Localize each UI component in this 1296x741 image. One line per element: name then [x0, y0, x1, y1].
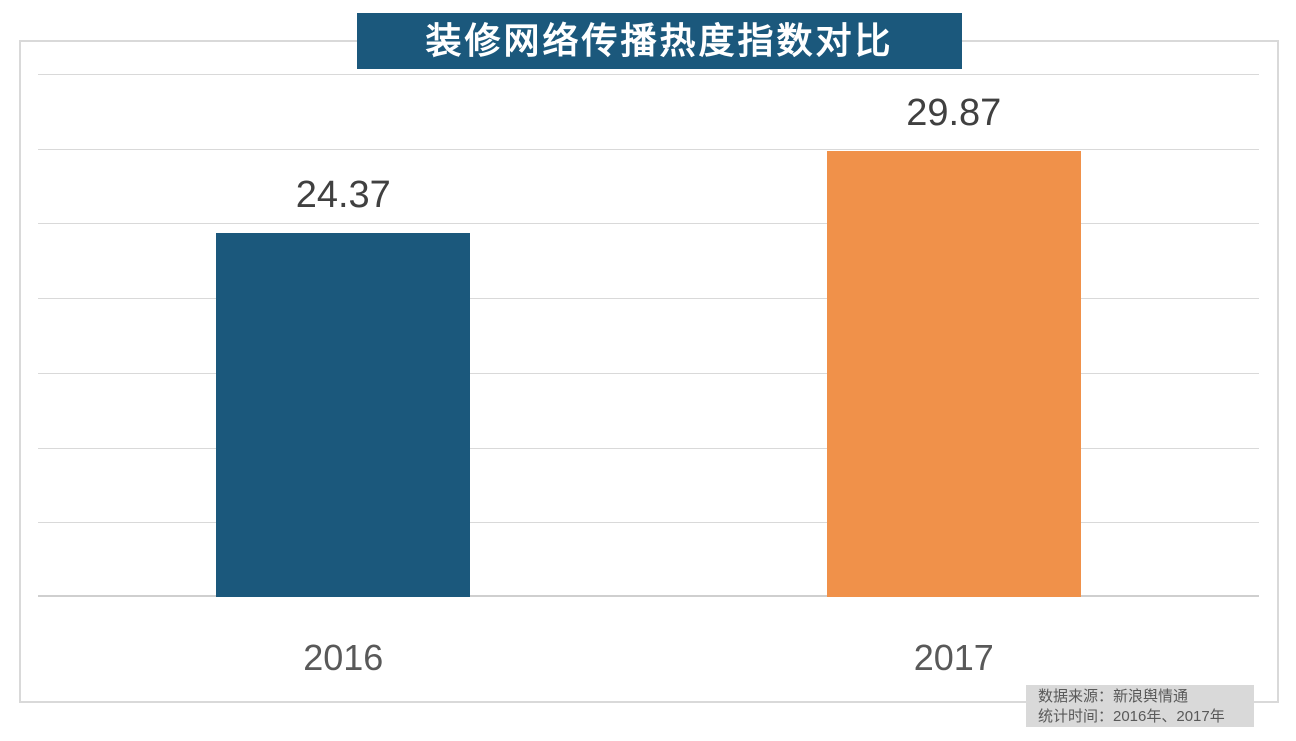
gridline-5 — [38, 522, 1259, 524]
chart-title: 装修网络传播热度指数对比 — [357, 13, 962, 69]
value-label-2017: 29.87 — [906, 91, 1002, 134]
bar-slot-2017: 29.87 2017 — [649, 74, 1260, 677]
gridline-20 — [38, 298, 1259, 300]
gridline-15 — [38, 372, 1259, 374]
x-axis-line — [38, 595, 1259, 597]
bar-slot-2016: 24.37 2016 — [38, 74, 649, 677]
source-line-1: 数据来源：新浪舆情通 — [1038, 688, 1189, 705]
bar-2016 — [216, 232, 471, 597]
source-box: 数据来源：新浪舆情通 统计时间：2016年、2017年 — [1026, 685, 1254, 727]
category-label-2017: 2017 — [913, 637, 994, 678]
source-line-2: 统计时间：2016年、2017年 — [1038, 708, 1225, 725]
bar-2017 — [826, 150, 1081, 597]
category-label-2016: 2016 — [303, 637, 384, 678]
gridline-30 — [38, 148, 1259, 150]
value-label-2016: 24.37 — [295, 173, 391, 216]
gridline-10 — [38, 447, 1259, 449]
gridline-35 — [38, 74, 1259, 75]
plot-area: 24.37 2016 29.87 2017 — [38, 74, 1260, 677]
gridline-25 — [38, 223, 1259, 225]
